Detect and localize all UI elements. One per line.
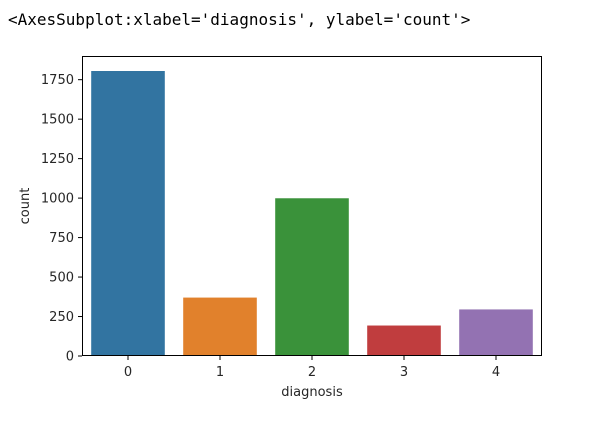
x-axis-label: diagnosis: [281, 385, 343, 400]
y-tick-label: 250: [49, 310, 74, 325]
bar-0: [91, 71, 165, 356]
x-axis-ticks: 0 1 2 3 4: [124, 356, 500, 380]
bars-layer: [91, 71, 533, 356]
bar-1: [183, 297, 257, 356]
y-tick-label: 0: [66, 350, 74, 365]
plot-frame: [82, 56, 542, 356]
x-tick-label: 4: [492, 365, 500, 380]
y-tick-label: 500: [49, 271, 74, 286]
output-repr-text: <AxesSubplot:xlabel='diagnosis', ylabel=…: [8, 10, 471, 29]
y-axis-label: count: [18, 188, 33, 225]
x-tick-label: 1: [216, 365, 224, 380]
bar-4: [459, 309, 533, 356]
y-tick-label: 750: [49, 231, 74, 246]
y-tick-label: 1750: [41, 73, 74, 88]
bar-2: [275, 198, 349, 356]
x-tick-label: 0: [124, 365, 132, 380]
y-tick-label: 1250: [41, 152, 74, 167]
y-tick-label: 1500: [41, 113, 74, 128]
y-axis-ticks: 0 250 500 750 1000 1250 1500 1750: [41, 73, 82, 365]
y-tick-label: 1000: [41, 192, 74, 207]
x-tick-label: 3: [400, 365, 408, 380]
bar-3: [367, 325, 441, 356]
x-tick-label: 2: [308, 365, 316, 380]
